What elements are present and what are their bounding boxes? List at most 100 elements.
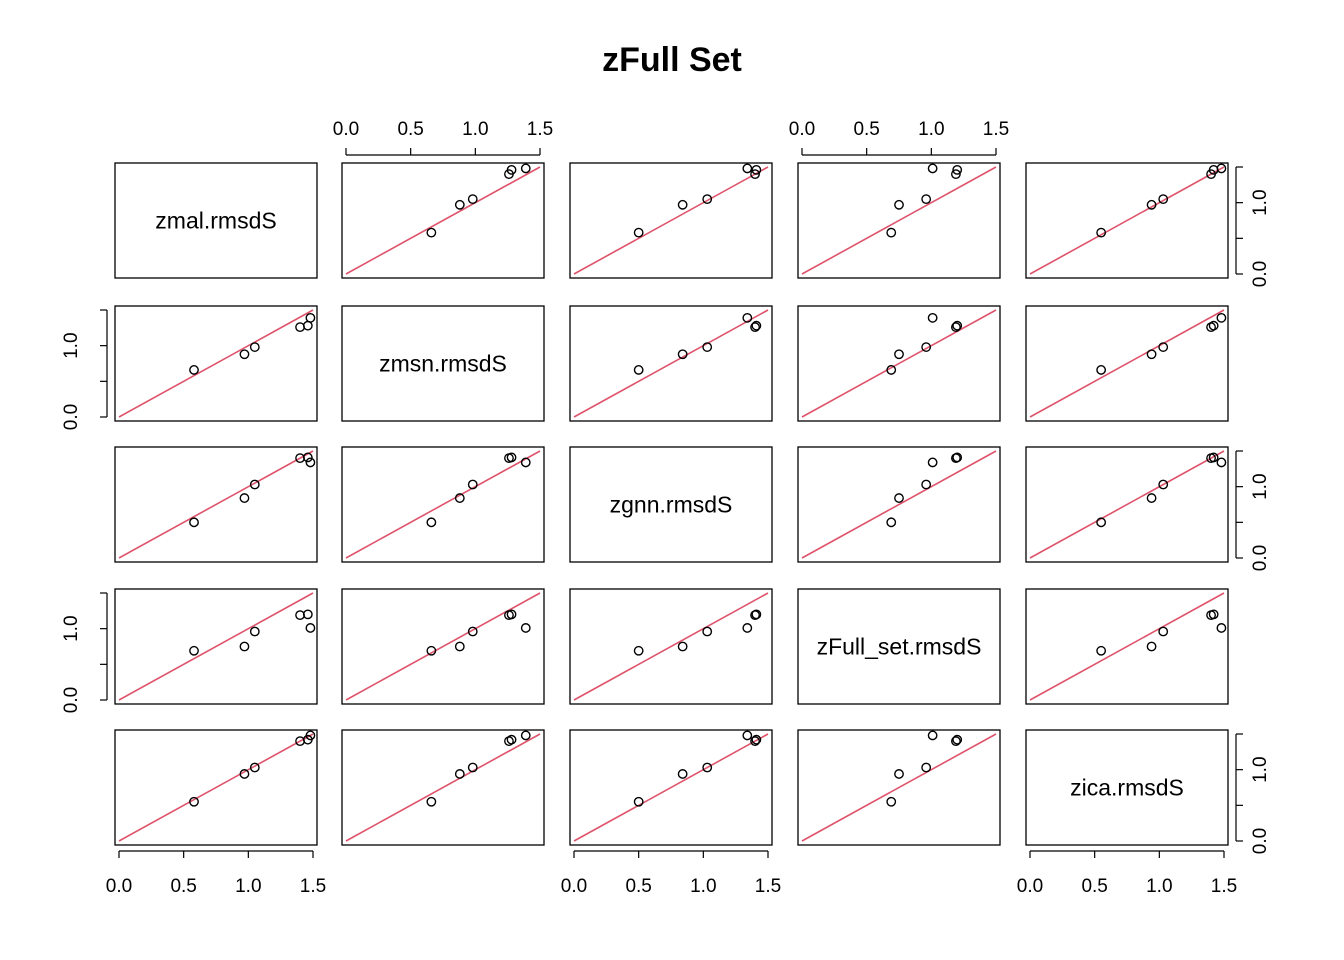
data-point [677, 199, 688, 210]
tick-label: 1.5 [755, 876, 781, 897]
bottom-axis-zica.rmsdS: 0.0 0.5 1.0 1.5 [1017, 850, 1237, 897]
panel-frame [797, 446, 1001, 563]
data-point [1216, 623, 1227, 633]
data-point [894, 769, 904, 779]
panel-zFull_set.rmsdS-vs-zmal.rmsdS [114, 588, 318, 705]
data-point [750, 322, 760, 333]
data-point [921, 342, 932, 352]
data-point [520, 163, 531, 174]
data-point [886, 227, 897, 238]
data-point [189, 645, 199, 656]
data-point [454, 769, 465, 779]
data-point [750, 736, 760, 747]
tick-label: 0.0 [333, 119, 359, 140]
tick-label: 1.0 [61, 615, 82, 641]
panel-frame [797, 305, 1001, 422]
data-point [249, 342, 260, 352]
data-point [927, 457, 938, 468]
data-point [506, 452, 517, 463]
panel-zFull_set.rmsdS-vs-zica.rmsdS [1025, 588, 1229, 705]
data-point [927, 730, 938, 741]
panel-frame [341, 729, 545, 846]
panel-zmsn.rmsdS-vs-zmal.rmsdS [114, 305, 318, 422]
data-point [1096, 365, 1107, 375]
data-point [249, 626, 260, 637]
tick-label: 0.0 [61, 404, 82, 430]
data-point [520, 457, 531, 468]
data-point [742, 730, 753, 741]
data-point [677, 641, 688, 652]
data-point [520, 623, 531, 633]
panel-zFull_set.rmsdS-vs-zmsn.rmsdS [341, 588, 545, 705]
tick-label: 0.0 [561, 876, 587, 897]
panel-frame [1025, 162, 1229, 279]
data-point [702, 626, 713, 637]
diagonal-label: zmsn.rmsdS [379, 351, 507, 377]
data-point [927, 312, 938, 323]
chart-title: zFull Set [602, 41, 742, 79]
panel-zgnn.rmsdS-vs-zica.rmsdS [1025, 446, 1229, 563]
data-point [1146, 641, 1157, 652]
panel-zmal.rmsdS-vs-zica.rmsdS [1025, 162, 1229, 279]
tick-label: 0.5 [625, 876, 651, 897]
data-point [1146, 349, 1157, 360]
tick-label: 1.0 [235, 876, 261, 897]
reference-line [1029, 592, 1225, 701]
diagonal-label: zFull_set.rmsdS [817, 634, 982, 660]
data-point [1096, 517, 1107, 528]
data-point [467, 762, 478, 773]
right-axis-zica.rmsdS: 0.0 1.0 [1235, 733, 1271, 854]
data-point [426, 645, 437, 656]
tick-label: 0.0 [61, 687, 82, 713]
tick-label: 0.0 [1250, 828, 1271, 854]
tick-label: 0.0 [789, 119, 815, 140]
reference-line [345, 733, 541, 842]
tick-label: 0.0 [1250, 261, 1271, 287]
tick-label: 1.5 [527, 119, 553, 140]
data-point [239, 349, 250, 360]
tick-label: 0.5 [170, 876, 196, 897]
data-point [894, 493, 904, 503]
panel-zmal.rmsdS-vs-zmal.rmsdS: zmal.rmsdS [114, 162, 318, 279]
panel-frame [341, 588, 545, 705]
data-point [921, 479, 932, 490]
data-point [305, 623, 316, 633]
data-point [1216, 457, 1227, 468]
data-point [633, 796, 644, 807]
tick-label: 1.0 [61, 332, 82, 358]
data-point [886, 365, 897, 375]
data-point [886, 796, 897, 807]
panel-zica.rmsdS-vs-zmsn.rmsdS [341, 729, 545, 846]
panel-frame [569, 305, 773, 422]
diagonal-label: zgnn.rmsdS [610, 492, 733, 518]
panel-frame [797, 588, 1001, 705]
data-point [305, 457, 316, 468]
data-point [467, 626, 478, 637]
panel-frame [797, 162, 1001, 279]
data-point [295, 322, 305, 333]
data-point [1146, 199, 1157, 210]
data-point [742, 163, 753, 174]
data-point [426, 796, 437, 807]
reference-line [573, 733, 769, 842]
reference-line [801, 309, 997, 418]
panel-frame [114, 162, 318, 279]
tick-label: 1.0 [462, 119, 488, 140]
data-point [702, 342, 713, 352]
data-point [702, 194, 713, 205]
panel-zFull_set.rmsdS-vs-zgnn.rmsdS [569, 588, 773, 705]
panel-frame [797, 729, 1001, 846]
tick-label: 0.0 [1250, 545, 1271, 571]
diagonal-label: zmal.rmsdS [155, 208, 276, 234]
panel-zmal.rmsdS-vs-zgnn.rmsdS [569, 162, 773, 279]
data-point [951, 322, 961, 333]
data-point [1158, 626, 1169, 637]
data-point [751, 609, 762, 620]
tick-label: 0.5 [1081, 876, 1107, 897]
reference-line [1029, 309, 1225, 418]
data-point [467, 194, 478, 205]
data-point [742, 312, 753, 323]
tick-label: 0.0 [106, 876, 132, 897]
panel-zmal.rmsdS-vs-zFull_set.rmsdS [797, 162, 1001, 279]
